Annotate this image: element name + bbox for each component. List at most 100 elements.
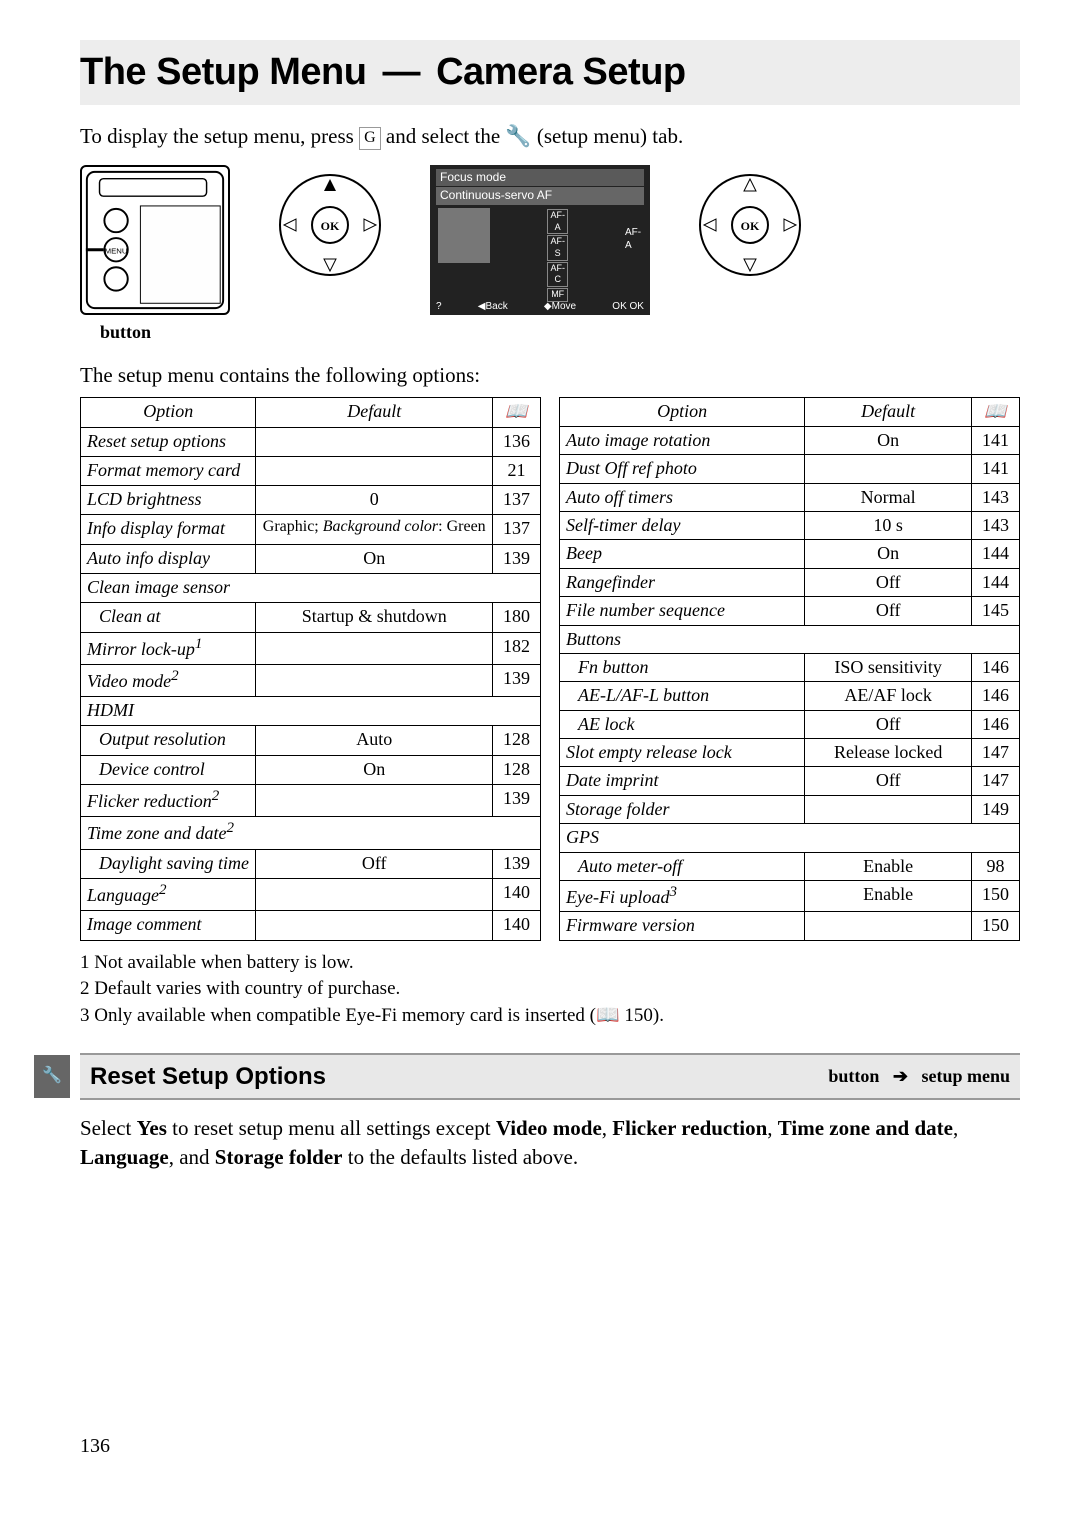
col-option: Option (560, 398, 805, 426)
table-default: On (805, 540, 972, 568)
page-title: The Setup Menu — Camera Setup (80, 48, 1000, 97)
table-page: 146 (972, 682, 1020, 710)
diagrams-row: MENU OK Focus mode Continuous-servo AF A… (80, 165, 1020, 315)
table-page: 137 (493, 515, 541, 544)
table-page: 144 (972, 540, 1020, 568)
title-separator: — (377, 51, 427, 93)
table-page: 21 (493, 456, 541, 485)
footnotes: 1 Not available when battery is low. 2 D… (80, 951, 1020, 1029)
col-default: Default (256, 398, 493, 427)
table-option: Rangefinder (560, 568, 805, 596)
table-default: ISO sensitivity (805, 653, 972, 681)
table-option: Mirror lock-up1 (81, 632, 256, 664)
col-option: Option (81, 398, 256, 427)
title-bar: The Setup Menu — Camera Setup (80, 40, 1020, 105)
table-page: 139 (493, 785, 541, 817)
reset-title: Reset Setup Options (90, 1061, 828, 1092)
lcd-continuous: Continuous-servo AF (436, 187, 644, 205)
table-option: Device control (81, 755, 256, 784)
table-option: Fn button (560, 653, 805, 681)
table-option: Daylight saving time (81, 849, 256, 878)
table-default: Off (805, 710, 972, 738)
table-default: On (256, 755, 493, 784)
table-page: 143 (972, 483, 1020, 511)
table-default: Normal (805, 483, 972, 511)
table-page: 140 (493, 879, 541, 911)
table-page: 128 (493, 726, 541, 755)
left-options-table: Option Default 📖 Reset setup options136F… (80, 397, 541, 940)
table-option: LCD brightness (81, 486, 256, 515)
lcd-preview: Focus mode Continuous-servo AF AF-A AF-S… (430, 165, 650, 315)
col-default: Default (805, 398, 972, 426)
table-default: Startup & shutdown (256, 603, 493, 632)
table-page: 145 (972, 597, 1020, 625)
table-page: 182 (493, 632, 541, 664)
table-page: 141 (972, 455, 1020, 483)
table-page: 98 (972, 852, 1020, 880)
reset-bar-right: button ➔ setup menu (828, 1065, 1010, 1088)
title-right: Camera Setup (436, 51, 686, 93)
page-number: 136 (80, 1433, 1020, 1459)
table-default: On (805, 426, 972, 454)
table-option: Auto image rotation (560, 426, 805, 454)
table-default: Off (805, 767, 972, 795)
table-option: Format memory card (81, 456, 256, 485)
side-tab-icon: 🔧 (34, 1055, 70, 1098)
table-default: 10 s (805, 511, 972, 539)
table-default (256, 879, 493, 911)
table-page: 137 (493, 486, 541, 515)
table-section: HDMI (81, 697, 541, 726)
table-section: Buttons (560, 625, 1020, 653)
lcd-bottom-bar: ? ◀Back ◆Move OK OK (436, 300, 644, 313)
table-option: Clean at (81, 603, 256, 632)
button-caption: button (100, 321, 1020, 344)
table-default (256, 456, 493, 485)
svg-text:OK: OK (321, 219, 340, 233)
table-page: 139 (493, 849, 541, 878)
lcd-options: AF-A AF-S AF-C MF (492, 208, 623, 303)
table-page: 150 (972, 881, 1020, 912)
lcd-focus-mode: Focus mode (436, 169, 644, 187)
table-default: Enable (805, 881, 972, 912)
table-page: 149 (972, 795, 1020, 823)
intro-pre: To display the setup menu, press (80, 124, 359, 148)
table-page: 139 (493, 664, 541, 696)
table-option: Eye-Fi upload3 (560, 881, 805, 912)
table-option: Video mode2 (81, 664, 256, 696)
table-default: Off (805, 597, 972, 625)
footnote-3: 3 Only available when compatible Eye-Fi … (80, 1004, 1020, 1029)
menu-button-glyph: G (359, 127, 381, 150)
reset-setup-bar: 🔧 Reset Setup Options button ➔ setup men… (80, 1053, 1020, 1100)
camera-back-diagram: MENU (80, 165, 230, 315)
table-default: Off (256, 849, 493, 878)
table-option: Self-timer delay (560, 511, 805, 539)
table-page: 144 (972, 568, 1020, 596)
table-default (256, 911, 493, 940)
table-option: Language2 (81, 879, 256, 911)
table-option: Output resolution (81, 726, 256, 755)
table-option: AE lock (560, 710, 805, 738)
table-option: Beep (560, 540, 805, 568)
table-page: 180 (493, 603, 541, 632)
table-page: 136 (493, 427, 541, 456)
table-option: File number sequence (560, 597, 805, 625)
table-option: Reset setup options (81, 427, 256, 456)
table-option: Info display format (81, 515, 256, 544)
intro-text: To display the setup menu, press G and s… (80, 123, 1020, 150)
contains-text: The setup menu contains the following op… (80, 362, 1020, 389)
reset-text: Select Yes to reset setup menu all setti… (80, 1114, 1020, 1173)
table-default: AE/AF lock (805, 682, 972, 710)
svg-text:OK: OK (741, 219, 760, 233)
table-default: On (256, 544, 493, 573)
table-default (256, 664, 493, 696)
wrench-icon: 🔧 (505, 124, 531, 148)
table-section: Time zone and date2 (81, 817, 541, 849)
table-option: Dust Off ref photo (560, 455, 805, 483)
table-page: 146 (972, 653, 1020, 681)
svg-text:MENU: MENU (105, 246, 128, 255)
table-page: 150 (972, 912, 1020, 940)
table-section: Clean image sensor (81, 573, 541, 602)
table-page: 143 (972, 511, 1020, 539)
table-default: Enable (805, 852, 972, 880)
table-option: Slot empty release lock (560, 739, 805, 767)
